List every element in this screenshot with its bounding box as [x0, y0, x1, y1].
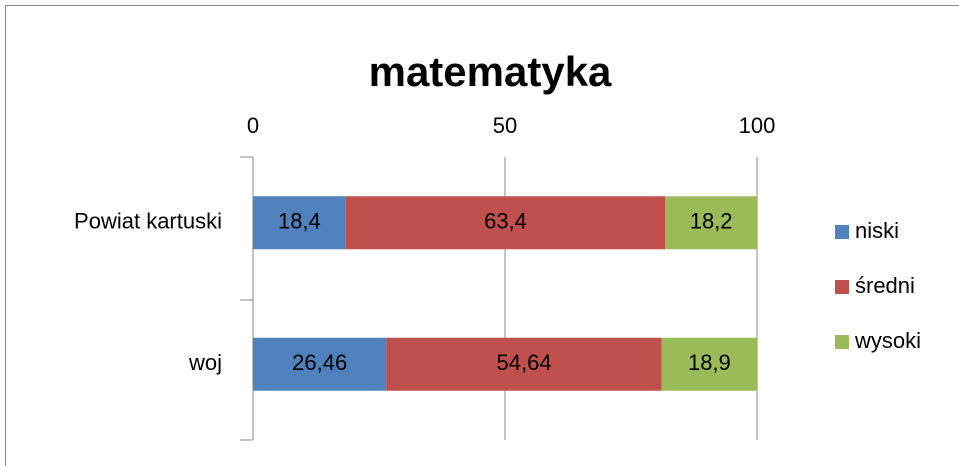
bar-segment [345, 196, 666, 250]
data-label: 26,46 [292, 350, 347, 375]
bar-segment [661, 337, 757, 391]
x-tick-label: 50 [493, 113, 517, 138]
bar-segment [253, 196, 346, 250]
legend-label: niski [855, 218, 899, 243]
data-label: 54,64 [497, 350, 552, 375]
legend-label: średni [855, 273, 915, 298]
bar-segment [386, 337, 662, 391]
data-label: 63,4 [484, 209, 527, 234]
data-label: 18,9 [688, 350, 731, 375]
legend-label: wysoki [854, 328, 921, 353]
bar-segment [665, 196, 757, 250]
legend-swatch [835, 335, 849, 349]
y-tick-label: Powiat kartuski [74, 209, 222, 234]
bar-segment [253, 337, 387, 391]
data-label: 18,4 [278, 209, 321, 234]
y-tick-label: woj [188, 350, 222, 375]
data-label: 18,2 [690, 209, 733, 234]
chart-title: matematyka [369, 48, 612, 95]
x-tick-label: 0 [247, 113, 259, 138]
legend-swatch [835, 280, 849, 294]
x-tick-label: 100 [739, 113, 776, 138]
legend-swatch [835, 225, 849, 239]
